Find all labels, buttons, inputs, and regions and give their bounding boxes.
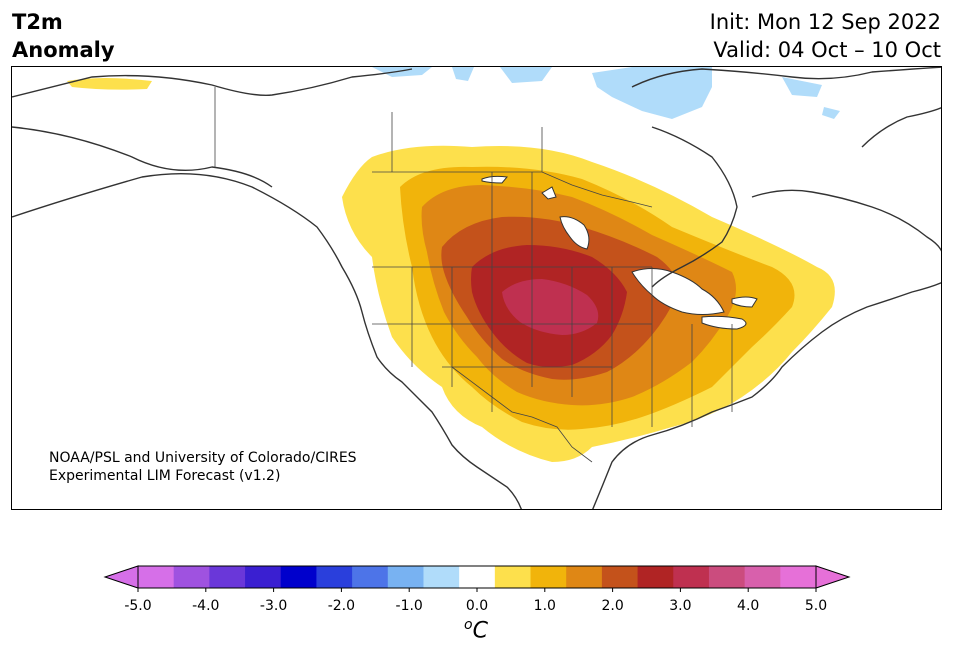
colorbar-block: [530, 566, 567, 588]
colorbar-tick-label: 5.0: [804, 598, 828, 614]
colorbar-block: [601, 566, 639, 588]
attribution-line2: Experimental LIM Forecast (v1.2): [49, 468, 281, 484]
map-panel: [11, 66, 942, 510]
colorbar-tick-label: -3.0: [259, 598, 288, 614]
colorbar-block: [566, 566, 603, 588]
colorbar-tick-label: 0.0: [465, 598, 489, 614]
colorbar-tick-label: -1.0: [395, 598, 423, 614]
colorbar-block: [209, 566, 246, 588]
anomaly-map: [12, 67, 941, 509]
colorbar-tick-label: 4.0: [737, 598, 760, 614]
forecast-dates: Init: Mon 12 Sep 2022 Valid: 04 Oct – 10…: [710, 8, 941, 64]
degree-symbol: o: [464, 617, 473, 633]
colorbar-tick-label: 1.0: [533, 598, 556, 614]
colorbar-block: [352, 566, 389, 588]
colorbar-block: [173, 566, 210, 588]
init-date: Init: Mon 12 Sep 2022: [709, 10, 941, 34]
colorbar-tick-label: -4.0: [192, 598, 220, 614]
colorbar-block: [316, 566, 353, 588]
colorbar-block: [673, 566, 710, 588]
warm-patch-alaska: [67, 78, 152, 90]
map-title: T2m Anomaly: [12, 8, 115, 64]
colorbar-tick-label: -5.0: [124, 598, 152, 614]
colorbar-block: [245, 566, 282, 588]
colorbar-block: [637, 566, 674, 588]
colorbar-blocks: [138, 566, 817, 588]
valid-period: Valid: 04 Oct – 10 Oct: [713, 38, 941, 62]
map-title-line2: Anomaly: [12, 38, 115, 62]
colorbar-block: [280, 566, 317, 588]
political-borders: [214, 87, 733, 463]
colorbar-tick-marks: [137, 588, 817, 592]
cool-anomaly-patches: [372, 67, 840, 119]
coastlines: [12, 67, 941, 509]
colorbar-under-arrow: [103, 565, 139, 589]
unit-letter: C: [472, 618, 488, 644]
colorbar-block: [138, 566, 175, 588]
colorbar-block: [744, 566, 781, 588]
attribution: NOAA/PSL and University of Colorado/CIRE…: [49, 449, 357, 485]
colorbar-over-arrow: [815, 565, 851, 589]
colorbar-tick-label: 2.0: [601, 598, 624, 614]
colorbar-block: [459, 566, 496, 588]
colorbar-block: [423, 566, 460, 588]
colorbar-tick-label: -2.0: [327, 598, 356, 614]
colorbar-block: [708, 566, 746, 588]
colorbar-tick-label: 3.0: [669, 598, 692, 614]
attribution-line1: NOAA/PSL and University of Colorado/CIRE…: [49, 450, 357, 466]
warm-anomaly-contours: [342, 145, 835, 462]
colorbar-block: [494, 566, 532, 588]
colorbar-block: [387, 566, 424, 588]
map-title-line1: T2m: [12, 10, 63, 34]
colorbar-block: [780, 566, 817, 588]
colorbar-unit: oC: [464, 617, 488, 643]
